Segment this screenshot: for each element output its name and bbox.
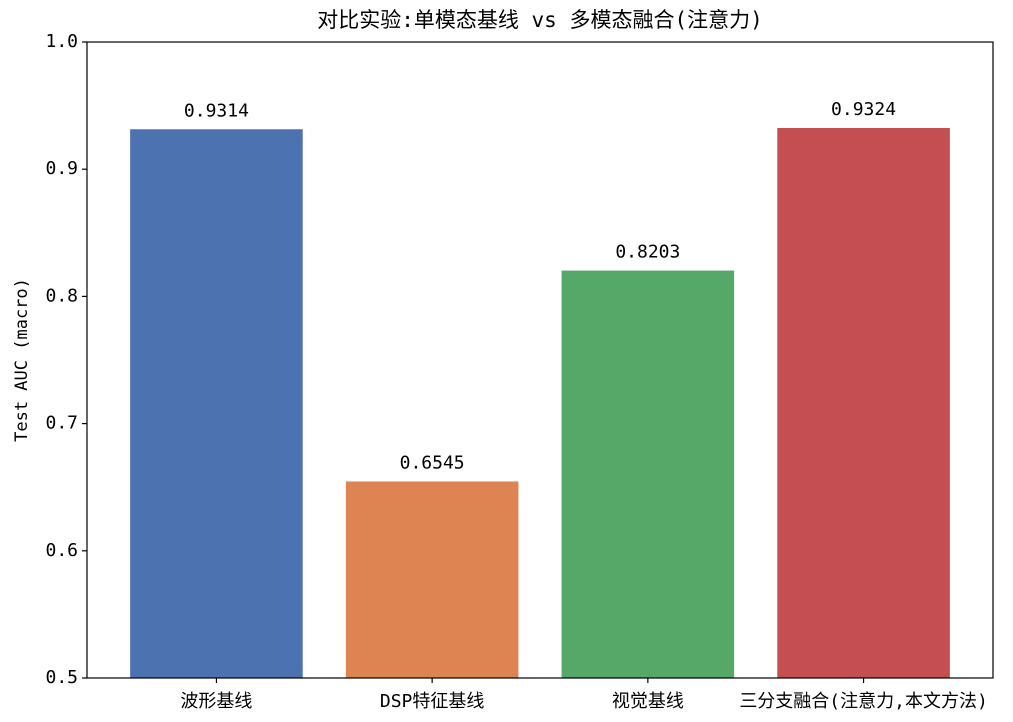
data-label: 0.9324 [831,99,896,120]
y-tick-label: 0.5 [45,667,78,688]
x-tick-label: 波形基线 [180,691,252,712]
bar [561,270,735,678]
y-tick-label: 0.7 [45,413,78,434]
bar [345,481,519,678]
data-label: 0.9314 [184,100,249,121]
x-tick-label: 视觉基线 [612,691,684,712]
bar [130,129,303,678]
x-tick-label: 三分支融合(注意力,本文方法) [739,691,988,712]
y-tick-label: 0.9 [45,158,78,179]
data-label: 0.8203 [615,242,680,263]
y-tick-label: 1.0 [45,31,78,52]
plot-frame [86,41,994,679]
chart-title: 对比实验:单模态基线 vs 多模态融合(注意力) [317,8,763,32]
x-tick-label: DSP特征基线 [380,691,485,712]
data-label: 0.6545 [400,452,465,473]
y-tick-label: 0.6 [45,540,78,561]
y-tick-label: 0.8 [45,285,78,306]
y-axis-label: Test AUC (macro) [12,278,32,442]
bar [777,127,950,679]
